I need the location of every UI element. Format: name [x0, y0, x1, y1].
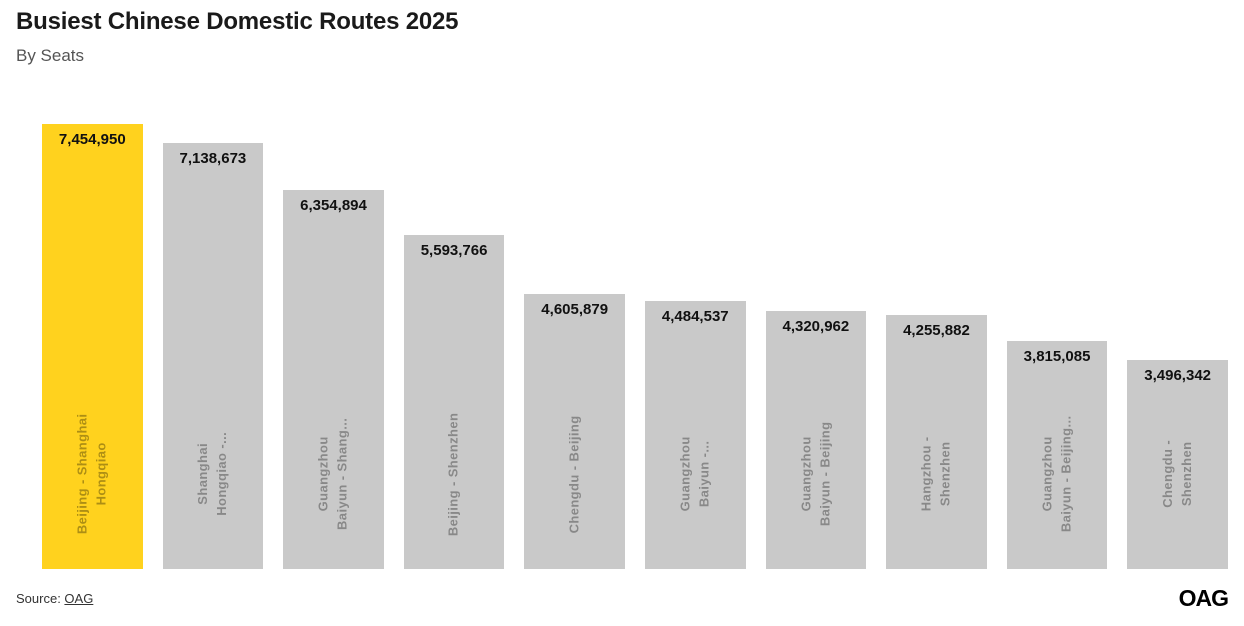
- bar-value-label: 4,255,882: [903, 321, 970, 339]
- source-link[interactable]: OAG: [64, 591, 94, 606]
- bar: 5,593,766 Beijing - Shenzhen: [403, 235, 505, 569]
- bar-value-label: 4,320,962: [782, 318, 850, 336]
- bar-category-label: Guangzhou Baiyun - Beijing: [798, 421, 832, 527]
- bar-category-wrap: Hangzhou - Shenzhen: [886, 379, 987, 569]
- bar-category-wrap: Chengdu - Shenzhen: [1127, 379, 1228, 569]
- oag-logo: OAG: [1178, 585, 1229, 611]
- bar: 4,320,962 Guangzhou Baiyun - Beijing: [765, 311, 867, 569]
- bar-category-label: Guangzhou Baiyun -...: [677, 436, 712, 512]
- bar: 4,484,537 Guangzhou Baiyun -...: [644, 301, 746, 569]
- bar-category-wrap: Chengdu - Beijing: [524, 379, 625, 569]
- source-prefix-label: Source:: [16, 591, 65, 606]
- bar-category-label: Guangzhou Baiyun - Beijing...: [1039, 415, 1074, 533]
- bar-value-label: 3,815,085: [1023, 348, 1091, 366]
- bar: 7,454,950 Beijing - Shanghai Hongqiao: [42, 124, 143, 569]
- bar-value-label: 6,354,894: [300, 196, 367, 214]
- bar-value-label: 7,138,673: [179, 149, 247, 167]
- bar-value-label: 4,484,537: [661, 308, 729, 326]
- bar: 3,815,085 Guangzhou Baiyun - Beijing...: [1006, 341, 1108, 569]
- bar-category-wrap: Shanghai Hongqiao -...: [163, 379, 264, 569]
- source-note: Source: OAG: [16, 591, 93, 606]
- bar: 6,354,894 Guangzhou Baiyun - Shang...: [283, 189, 384, 569]
- bar-category-wrap: Beijing - Shenzhen: [404, 379, 505, 569]
- bar-value-label: 3,496,342: [1144, 367, 1212, 385]
- bar-category-wrap: Beijing - Shanghai Hongqiao: [42, 379, 143, 569]
- bar-category-wrap: Guangzhou Baiyun - Beijing: [766, 379, 867, 569]
- bar-category-label: Chengdu - Shenzhen: [1159, 440, 1194, 508]
- bar-category-label: Beijing - Shanghai Hongqiao: [74, 413, 109, 535]
- bar-category-label: Beijing - Shenzhen: [445, 412, 461, 536]
- chart-footer: Source: OAG OAG: [16, 585, 1229, 612]
- bar-category-label: Shanghai Hongqiao -...: [195, 432, 229, 516]
- bar-category-wrap: Guangzhou Baiyun -...: [645, 379, 746, 569]
- bar-category-wrap: Guangzhou Baiyun - Beijing...: [1007, 379, 1108, 569]
- chart-subtitle: By Seats: [16, 46, 85, 65]
- bar-chart: 7,454,950 Beijing - Shanghai Hongqiao 7,1…: [42, 124, 1228, 569]
- bar: 4,255,882 Hangzhou - Shenzhen: [886, 314, 987, 569]
- bar-category-label: Guangzhou Baiyun - Shang...: [315, 417, 350, 531]
- bar: 3,496,342 Chengdu - Shenzhen: [1127, 360, 1228, 569]
- bar-value-label: 7,454,950: [58, 131, 126, 148]
- bar: 4,605,879 Chengdu - Beijing: [524, 294, 625, 569]
- chart-header: Busiest Chinese Domestic Routes 2025 By …: [16, 8, 1228, 66]
- bar-value-label: 4,605,879: [541, 301, 609, 319]
- bar-category-label: Chengdu - Beijing: [566, 414, 582, 534]
- bar-category-label: Hangzhou - Shenzhen: [918, 436, 953, 512]
- bar-value-label: 5,593,766: [420, 242, 488, 260]
- bar-category-wrap: Guangzhou Baiyun - Shang...: [283, 379, 384, 569]
- chart-title: Busiest Chinese Domestic Routes 2025: [16, 8, 459, 35]
- bar: 7,138,673 Shanghai Hongqiao -...: [162, 142, 264, 569]
